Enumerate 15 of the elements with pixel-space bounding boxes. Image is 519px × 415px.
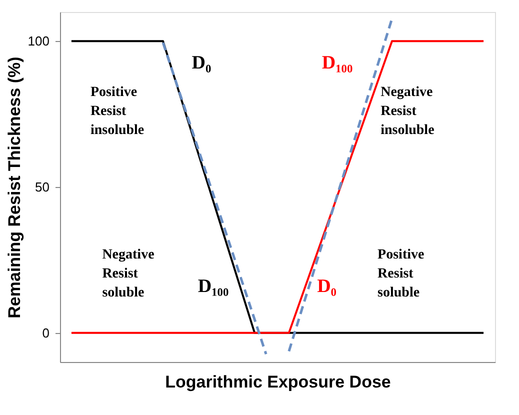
annotation: Positive Resist insoluble	[90, 85, 144, 138]
annotation: Positive Resist soluble	[378, 247, 424, 300]
line-series	[162, 41, 268, 356]
annotation: D₀	[317, 276, 337, 298]
annotation: D₁₀₀	[198, 276, 230, 298]
x-axis-title: Logarithmic Exposure Dose	[165, 372, 391, 392]
annotation: Negative Resist insoluble	[380, 85, 434, 138]
y-tick-label: 100	[28, 34, 50, 49]
y-axis-title: Remaining Resist Thickness (%)	[4, 56, 24, 318]
annotation: D₁₀₀	[322, 52, 353, 74]
annotation: Negative Resist soluble	[102, 247, 154, 300]
annotation: D₀	[192, 52, 212, 74]
line-series	[70, 40, 485, 334]
y-tick-label: 0	[42, 325, 50, 340]
y-tick-label: 50	[35, 180, 50, 194]
